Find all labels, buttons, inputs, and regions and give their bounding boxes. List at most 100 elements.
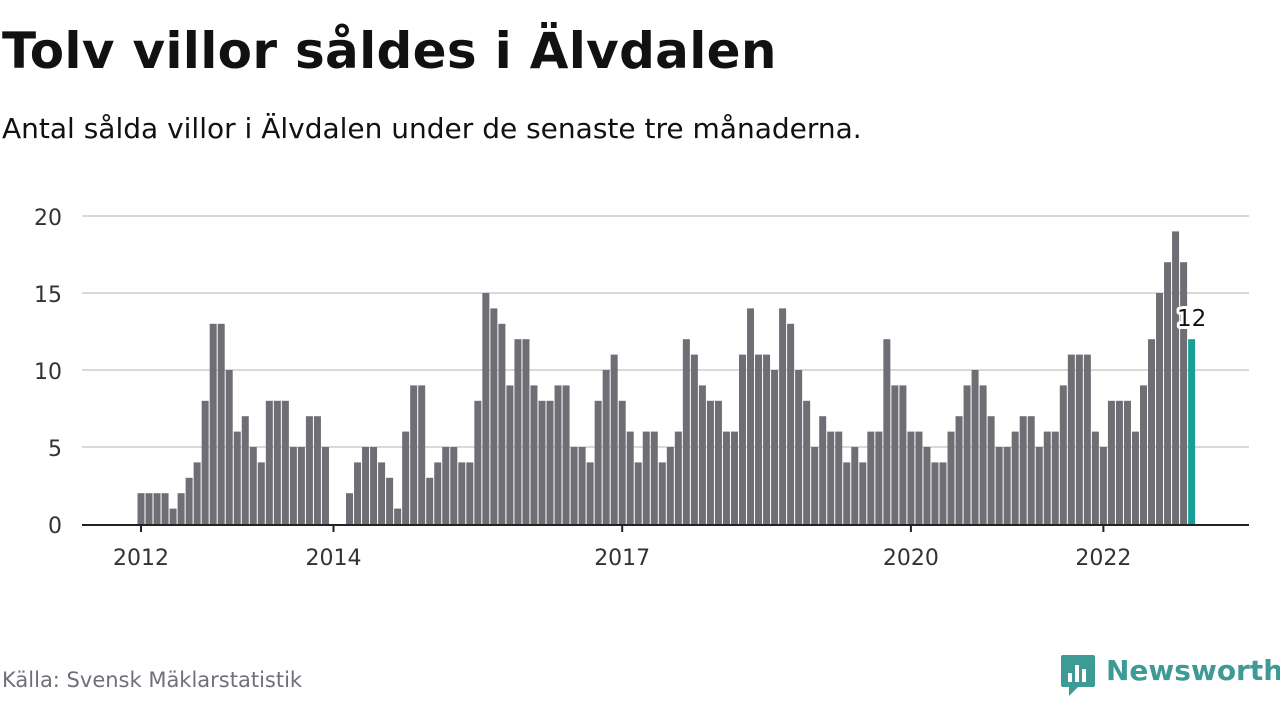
bar	[1083, 354, 1091, 524]
bar	[835, 431, 843, 524]
bar	[378, 462, 386, 524]
bar	[915, 431, 923, 524]
bar	[410, 385, 418, 524]
bar	[979, 385, 987, 524]
bar	[346, 493, 354, 524]
bar	[370, 447, 378, 524]
bar	[514, 339, 522, 524]
bar	[538, 400, 546, 524]
bar	[137, 493, 145, 524]
bar	[257, 462, 265, 524]
x-tick-label: 2014	[305, 546, 361, 571]
source-note: Källa: Svensk Mäklarstatistik	[2, 668, 303, 692]
bar	[177, 493, 185, 524]
bar	[354, 462, 362, 524]
bar	[666, 447, 674, 524]
data-labels: 12	[1174, 303, 1209, 335]
bar	[289, 447, 297, 524]
bar	[1099, 447, 1107, 524]
bar	[490, 308, 498, 524]
bar	[1075, 354, 1083, 524]
bar	[554, 385, 562, 524]
bar	[658, 462, 666, 524]
bar	[458, 462, 466, 524]
bar	[394, 508, 402, 524]
y-tick-label: 10	[34, 360, 62, 385]
bar	[851, 447, 859, 524]
bar	[706, 400, 714, 524]
bar	[602, 370, 610, 524]
bar	[827, 431, 835, 524]
x-axis-tick-labels: 2012 2014 2017 2020 2022	[113, 525, 1131, 571]
bar	[1164, 262, 1172, 524]
bars	[137, 231, 1196, 524]
bar	[185, 477, 193, 524]
bar	[618, 400, 626, 524]
chart-bubble-icon	[1061, 655, 1095, 696]
bar	[273, 400, 281, 524]
bar	[891, 385, 899, 524]
bar	[217, 323, 225, 524]
bar	[145, 493, 153, 524]
y-axis-tick-labels: 0 5 10 15 20	[34, 206, 62, 539]
bar	[434, 462, 442, 524]
bar	[297, 447, 305, 524]
bar	[402, 431, 410, 524]
bar	[450, 447, 458, 524]
bar	[795, 370, 803, 524]
bar	[305, 416, 313, 524]
bar	[474, 400, 482, 524]
bar	[923, 447, 931, 524]
y-tick-label: 5	[48, 437, 62, 462]
bar	[971, 370, 979, 524]
bar	[650, 431, 658, 524]
bar	[819, 416, 827, 524]
bar	[674, 431, 682, 524]
bar	[907, 431, 915, 524]
bar	[610, 354, 618, 524]
bar	[1115, 400, 1123, 524]
bar	[578, 447, 586, 524]
bar	[1123, 400, 1131, 524]
y-tick-label: 20	[34, 206, 62, 231]
bar	[1091, 431, 1099, 524]
bar	[482, 293, 490, 524]
bar	[1067, 354, 1075, 524]
x-tick-label: 2012	[113, 546, 169, 571]
bar	[225, 370, 233, 524]
bar	[1180, 262, 1188, 524]
bar	[1051, 431, 1059, 524]
chart-subtitle: Antal sålda villor i Älvdalen under de s…	[2, 112, 862, 145]
bar	[1035, 447, 1043, 524]
bar	[321, 447, 329, 524]
y-tick-label: 15	[34, 283, 62, 308]
bar	[1059, 385, 1067, 524]
bar	[442, 447, 450, 524]
bar	[241, 416, 249, 524]
bar	[722, 431, 730, 524]
bar	[386, 477, 394, 524]
bar	[161, 493, 169, 524]
bar	[313, 416, 321, 524]
bar	[249, 447, 257, 524]
bar	[963, 385, 971, 524]
bar	[506, 385, 514, 524]
bar	[1148, 339, 1156, 524]
bar	[1043, 431, 1051, 524]
bar	[803, 400, 811, 524]
bar	[530, 385, 538, 524]
bar	[1011, 431, 1019, 524]
bar-chart: 0 5 10 15 20 2012 2014 2017 2020 2022 12	[34, 206, 1249, 571]
bar	[1107, 400, 1115, 524]
bar	[201, 400, 209, 524]
bar	[418, 385, 426, 524]
bar	[682, 339, 690, 524]
bar	[169, 508, 177, 524]
bar	[787, 323, 795, 524]
brand-logo[interactable]: Newsworthy	[1058, 652, 1280, 700]
bar	[995, 447, 1003, 524]
bar	[755, 354, 763, 524]
bar	[586, 462, 594, 524]
bar	[562, 385, 570, 524]
bar	[626, 431, 634, 524]
